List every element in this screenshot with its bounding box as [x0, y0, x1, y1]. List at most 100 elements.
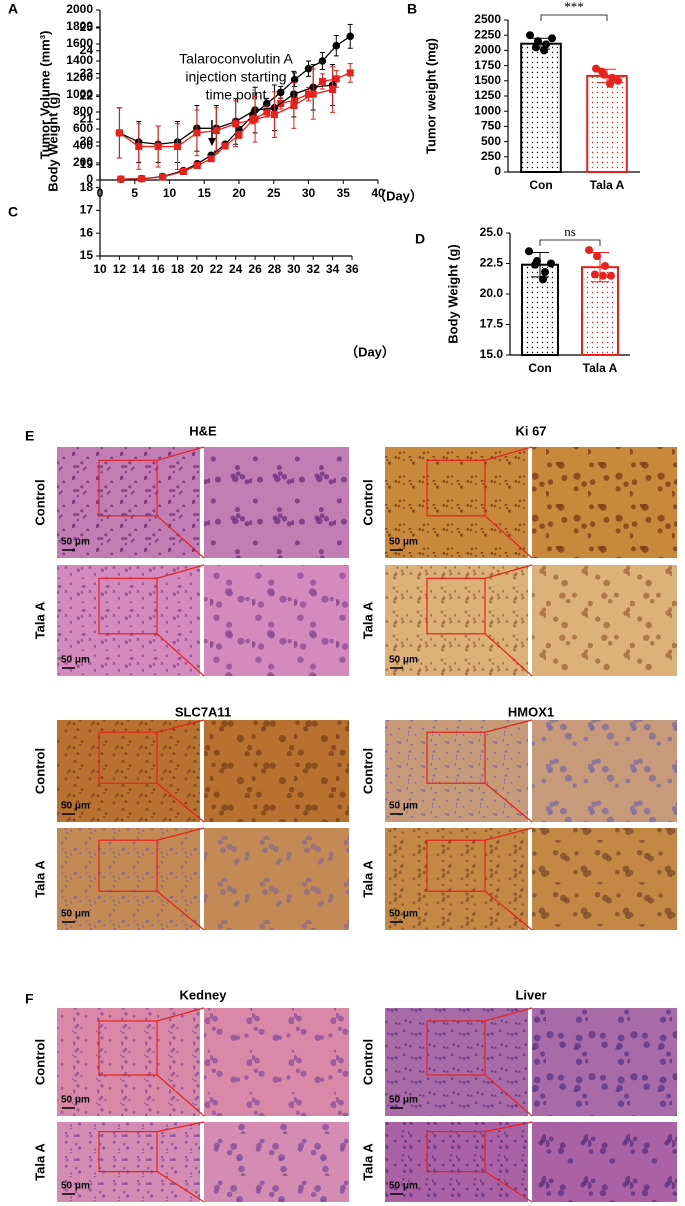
data-point: [346, 69, 354, 77]
data-point: [318, 77, 326, 85]
panel-label: C: [8, 204, 18, 220]
y-tick-label: 15.0: [480, 347, 504, 361]
x-tick-label: 22: [210, 262, 224, 276]
overview-image: [57, 1008, 200, 1116]
bar: [520, 42, 562, 173]
y-tick-label: 22: [80, 89, 94, 103]
x-tick-label: Con: [528, 361, 551, 375]
row-label: Tala A: [360, 1143, 375, 1181]
inset-line: [484, 633, 533, 677]
data-point: [614, 76, 622, 85]
inset-box: [98, 731, 158, 784]
y-axis-label: Body Weight (g): [45, 92, 60, 191]
data-point: [526, 31, 534, 40]
data-point: [270, 111, 278, 119]
y-tick-label: 19: [80, 157, 94, 171]
data-point: [135, 143, 143, 151]
data-point: [251, 115, 259, 123]
data-point: [547, 259, 555, 268]
significance-bracket: [540, 14, 608, 21]
overview-image: [57, 720, 200, 822]
annotation: injection starting: [185, 69, 286, 85]
row-label: Tala A: [32, 860, 47, 898]
data-point: [305, 90, 312, 98]
x-tick-label: 16: [151, 262, 165, 276]
overview-image: [57, 1122, 200, 1202]
panel-label: B: [407, 1, 417, 17]
y-tick-label: 15: [80, 248, 94, 262]
zoom-image: [204, 447, 349, 558]
y-tick-label: 25.0: [480, 225, 504, 239]
inset-line: [156, 515, 205, 559]
data-point: [592, 64, 600, 73]
data-point: [607, 271, 615, 280]
overview-image: [57, 447, 200, 558]
x-tick-label: Tala A: [590, 178, 625, 192]
y-tick-label: 17: [80, 203, 94, 217]
y-tick-label: 25: [80, 20, 94, 34]
data-point: [263, 99, 271, 108]
x-tick-label: 35: [337, 186, 351, 200]
inset-box: [426, 459, 486, 517]
y-axis-label: Body Weight (g): [445, 244, 460, 343]
x-tick-label: 14: [132, 262, 146, 276]
row-label: Tala A: [360, 860, 375, 898]
inset-line: [484, 827, 533, 841]
y-tick-label: 23: [80, 66, 94, 80]
significance-label: ***: [564, 0, 584, 14]
y-tick-label: 21: [80, 111, 94, 125]
row-label: Control: [360, 479, 375, 525]
histology-title: Liver: [515, 987, 546, 1002]
data-point: [332, 41, 341, 50]
y-tick-label: 0: [86, 172, 93, 186]
overview-image: [385, 565, 528, 676]
data-point: [346, 32, 355, 41]
y-tick-label: 2250: [474, 27, 501, 41]
inset-line: [156, 782, 205, 823]
data-point: [138, 175, 146, 183]
histology-title: HMOX1: [508, 704, 554, 719]
x-tick-label: 36: [345, 262, 359, 276]
scale-bar-label: 50 μm: [61, 537, 90, 548]
y-tick-label: 16: [80, 225, 94, 239]
inset-line: [156, 446, 205, 461]
inset-line: [484, 890, 533, 931]
x-tick-label: 20: [232, 186, 246, 200]
x-tick-label: Tala A: [583, 361, 618, 375]
zoom-image: [532, 447, 677, 558]
x-tick-label: 26: [248, 262, 262, 276]
inset-box: [98, 577, 158, 635]
inset-line: [484, 446, 533, 461]
data-point: [117, 175, 125, 183]
y-tick-label: 1800: [66, 19, 93, 33]
scale-bar-label: 50 μm: [61, 1181, 90, 1192]
histology-title: H&E: [189, 423, 217, 438]
inset-line: [484, 1007, 533, 1022]
row-label: Control: [32, 479, 47, 525]
x-tick-label: 25: [267, 186, 281, 200]
y-tick-label: 24: [80, 43, 94, 57]
x-tick-label: 12: [113, 262, 127, 276]
overview-image: [385, 720, 528, 822]
data-point: [608, 73, 616, 82]
histology-title: Kedney: [180, 987, 228, 1002]
data-point: [193, 129, 201, 137]
x-tick-label: 30: [302, 186, 316, 200]
scale-bar-label: 50 μm: [61, 1095, 90, 1106]
inset-line: [156, 1121, 205, 1133]
scale-bar-label: 50 μm: [389, 655, 418, 666]
data-point: [542, 40, 550, 49]
y-tick-label: 18: [80, 180, 94, 194]
histology-title: SLC7A11: [175, 704, 231, 719]
y-tick-label: 500: [481, 134, 501, 148]
data-point: [235, 131, 243, 139]
panel-label: D: [415, 231, 425, 247]
data-point: [585, 246, 593, 255]
data-point: [541, 268, 549, 277]
data-point: [290, 102, 298, 110]
data-point: [276, 88, 285, 97]
inset-box: [98, 1020, 158, 1076]
row-label: Tala A: [32, 1143, 47, 1181]
overview-image: [385, 1122, 528, 1202]
